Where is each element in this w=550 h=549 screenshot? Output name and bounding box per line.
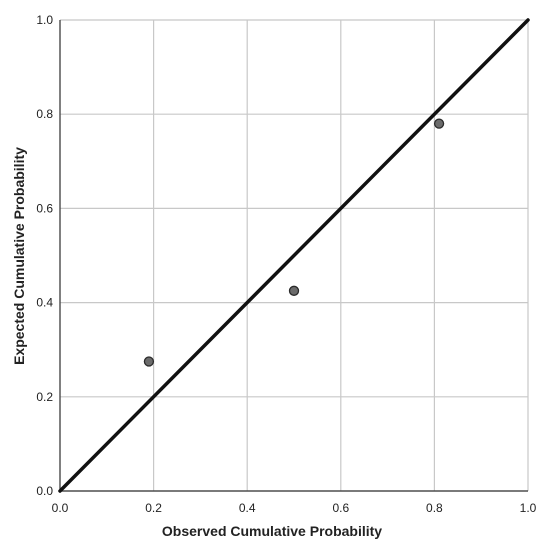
x-axis-title: Observed Cumulative Probability bbox=[162, 523, 382, 539]
y-tick-label-2: 0.4 bbox=[36, 296, 53, 310]
x-tick-label-5: 1.0 bbox=[520, 501, 537, 515]
x-tick-label-0: 0.0 bbox=[52, 501, 69, 515]
data-point-1 bbox=[288, 285, 300, 296]
x-tick-label-3: 0.6 bbox=[332, 501, 349, 515]
y-tick-label-1: 0.2 bbox=[36, 390, 53, 404]
data-point-2 bbox=[433, 118, 445, 129]
axis-layer bbox=[59, 20, 528, 492]
y-tick-label-0: 0.0 bbox=[36, 484, 53, 498]
data-point-0 bbox=[143, 356, 155, 367]
reference-line bbox=[58, 18, 530, 493]
y-tick-label-3: 0.6 bbox=[36, 201, 53, 215]
y-tick-label-4: 0.8 bbox=[36, 107, 53, 121]
x-tick-label-4: 0.8 bbox=[426, 501, 443, 515]
grid-layer bbox=[59, 19, 529, 492]
x-tick-label-1: 0.2 bbox=[145, 501, 162, 515]
y-axis-title: Expected Cumulative Probability bbox=[11, 147, 27, 365]
tick-labels-layer: 0.0 0.2 0.4 0.6 0.8 1.0 0.0 0.2 0.4 0.6 0.8 1.0 bbox=[36, 13, 536, 515]
x-tick-label-2: 0.4 bbox=[239, 501, 256, 515]
y-tick-label-5: 1.0 bbox=[36, 13, 53, 27]
points-layer bbox=[143, 118, 445, 367]
reference-line-layer bbox=[58, 18, 530, 493]
